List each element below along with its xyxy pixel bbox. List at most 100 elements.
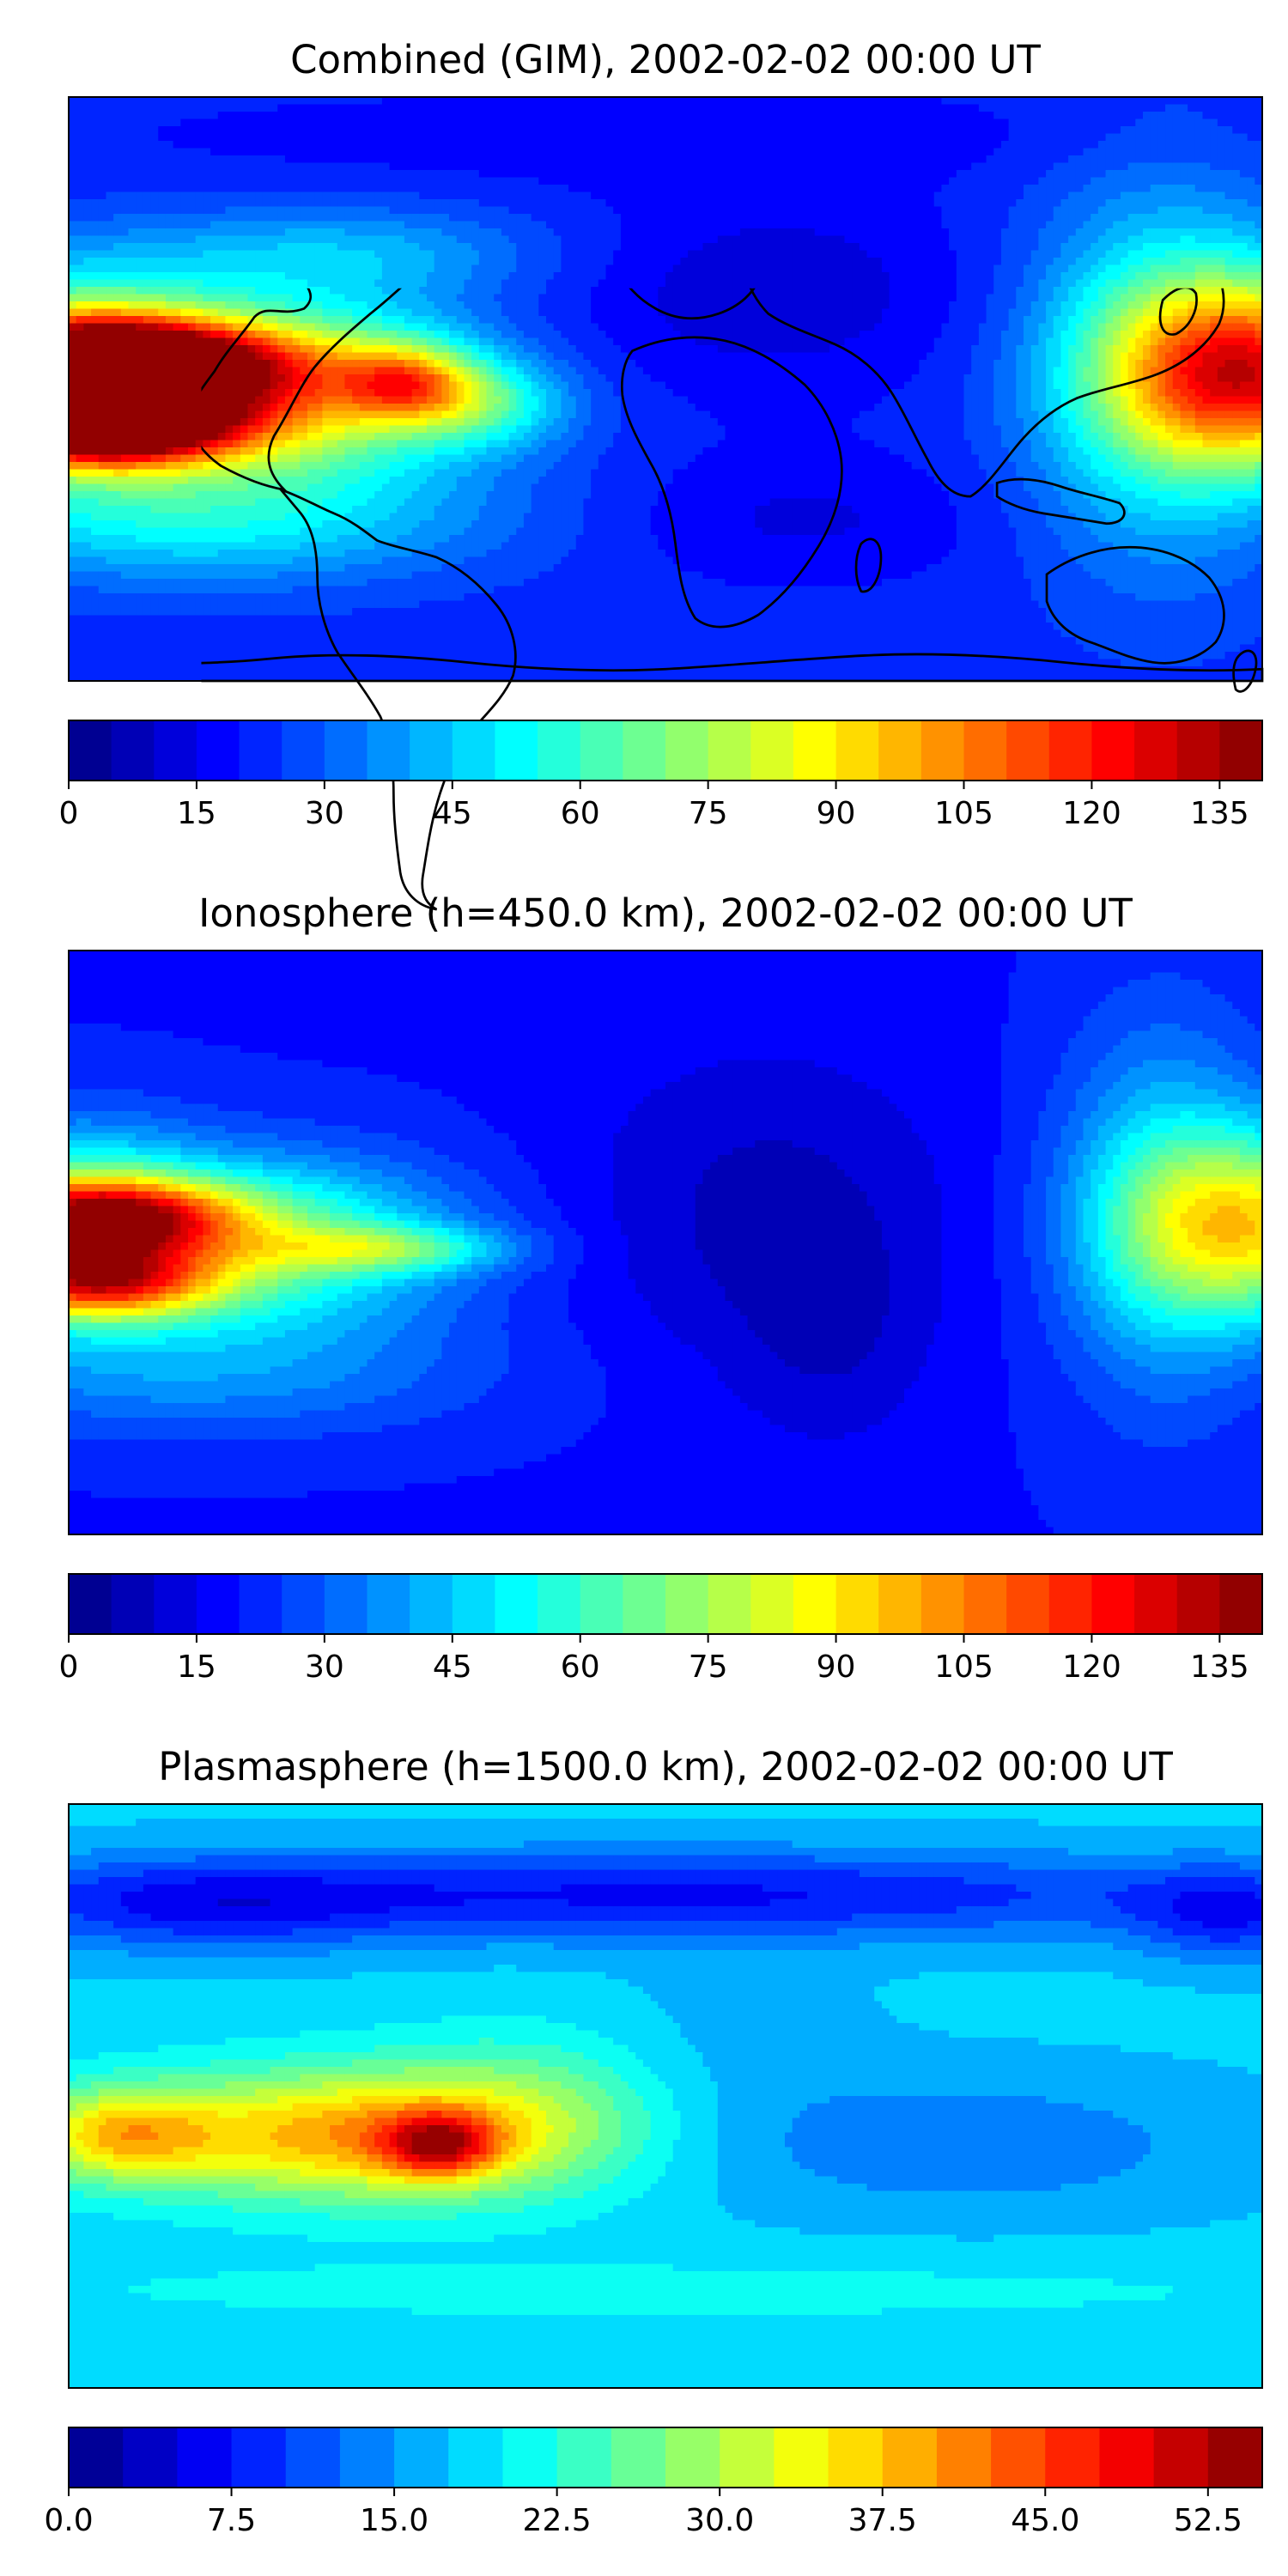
colorbar-segment [1176, 1574, 1220, 1634]
colorbar-segment [1219, 1574, 1263, 1634]
colorbar-segment [1219, 720, 1263, 781]
colorbar-segment [1006, 720, 1050, 781]
colorbar-tick-label: 105 [934, 796, 993, 831]
colorbar-segment [665, 720, 709, 781]
colorbar-tick-label: 45 [433, 796, 472, 831]
colorbar-segment [1006, 1574, 1050, 1634]
colorbar-segment [580, 1574, 623, 1634]
colorbar-segment [196, 1574, 240, 1634]
tec-field [69, 97, 1262, 681]
colorbar-segment [452, 1574, 495, 1634]
colorbar-tick-label: 7.5 [207, 2503, 256, 2538]
colorbar-segment [196, 720, 240, 781]
colorbar-tick-label: 75 [689, 796, 728, 831]
colorbar-segment [793, 720, 837, 781]
colorbar-segment [878, 1574, 922, 1634]
colorbar-tick-label: 15 [177, 796, 216, 831]
colorbar-segment [878, 720, 922, 781]
colorbar-segment [502, 2427, 558, 2488]
map-panel-1: Combined (GIM), 2002-02-02 00:00 UT 0 15 30… [59, 37, 1264, 911]
colorbar-segment [991, 2427, 1046, 2488]
colorbar-segment [1048, 720, 1092, 781]
colorbar-segment [282, 720, 325, 781]
colorbar-tick-label: 30.0 [685, 2503, 754, 2538]
colorbar-segment [963, 1574, 1007, 1634]
colorbar-tick-label: 105 [934, 1649, 993, 1685]
colorbar-segment [750, 720, 794, 781]
colorbar-segment [835, 720, 879, 781]
colorbar-segment [708, 720, 751, 781]
colorbar-segment [1134, 720, 1178, 781]
colorbar-tick-label: 135 [1190, 796, 1249, 831]
colorbar-segment [1176, 720, 1220, 781]
colorbar-segment [556, 2427, 612, 2488]
colorbar-segment [154, 1574, 197, 1634]
colorbar-tick-label: 45 [433, 1649, 472, 1685]
colorbar: 0.0 7.5 15.0 22.5 30.0 37.5 45.0 52.5 [44, 2427, 1263, 2538]
colorbar-segment [882, 2427, 938, 2488]
colorbar-segment [665, 2427, 720, 2488]
colorbar-tick-label: 75 [689, 1649, 728, 1685]
colorbar-tick-label: 30 [305, 796, 344, 831]
colorbar-segment [665, 1574, 709, 1634]
colorbar-segment [720, 2427, 775, 2488]
colorbar-segment [285, 2427, 341, 2488]
panel-title: Plasmasphere (h=1500.0 km), 2002-02-02 0… [158, 1744, 1173, 1789]
panel-title: Ionosphere (h=450.0 km), 2002-02-02 00:0… [198, 890, 1133, 936]
colorbar-tick-label: 0 [59, 796, 79, 831]
colorbar-segment [623, 1574, 666, 1634]
colorbar-segment [1045, 2427, 1100, 2488]
colorbar-segment [69, 2427, 124, 2488]
colorbar-segment [538, 720, 581, 781]
colorbar-segment [750, 1574, 794, 1634]
map-frame [68, 1803, 1263, 2389]
colorbar-tick-label: 0.0 [44, 2503, 93, 2538]
colorbar-segment [580, 720, 623, 781]
map-frame [68, 96, 1263, 682]
colorbar-segment [231, 2427, 287, 2488]
colorbar-segment [410, 720, 453, 781]
colorbar-segment [69, 720, 112, 781]
colorbar: 0 15 30 45 60 75 90 105 120 135 [59, 1573, 1263, 1685]
colorbar-segment [936, 2427, 992, 2488]
tec-field [69, 951, 1262, 1534]
colorbar-tick-label: 37.5 [848, 2503, 917, 2538]
colorbar-segment [1048, 1574, 1092, 1634]
colorbar-segment [963, 720, 1007, 781]
colorbar-segment [69, 1574, 112, 1634]
colorbar-segment [324, 1574, 368, 1634]
colorbar-segment [835, 1574, 879, 1634]
colorbar-segment [448, 2427, 503, 2488]
colorbar-segment [394, 2427, 449, 2488]
colorbar-tick-label: 90 [817, 796, 856, 831]
colorbar-segment [623, 720, 666, 781]
colorbar-segment [239, 720, 283, 781]
colorbar-tick-label: 45.0 [1011, 2503, 1079, 2538]
colorbar-segment [154, 720, 197, 781]
tec-field [69, 1804, 1262, 2388]
colorbar-segment [793, 1574, 837, 1634]
colorbar-segment [339, 2427, 395, 2488]
colorbar-tick-label: 120 [1062, 1649, 1121, 1685]
colorbar-segment [1091, 1574, 1135, 1634]
colorbar-segment [920, 720, 964, 781]
colorbar-segment [367, 1574, 410, 1634]
colorbar-segment [111, 720, 155, 781]
colorbar-tick-label: 120 [1062, 796, 1121, 831]
colorbar-segment [1099, 2427, 1155, 2488]
map-panel-2: Ionosphere (h=450.0 km), 2002-02-02 00:0… [59, 890, 1263, 1685]
colorbar-tick-label: 0 [59, 1649, 79, 1685]
colorbar-segment [452, 720, 495, 781]
colorbar-tick-label: 15.0 [360, 2503, 428, 2538]
colorbar-segment [611, 2427, 666, 2488]
colorbar-segment [495, 1574, 538, 1634]
map-panel-3: Plasmasphere (h=1500.0 km), 2002-02-02 0… [44, 1744, 1263, 2538]
colorbar-segment [410, 1574, 453, 1634]
colorbar-segment [1207, 2427, 1263, 2488]
colorbar-segment [239, 1574, 283, 1634]
colorbar-segment [111, 1574, 155, 1634]
colorbar-tick-label: 52.5 [1174, 2503, 1242, 2538]
colorbar-segment [708, 1574, 751, 1634]
colorbar-segment [282, 1574, 325, 1634]
